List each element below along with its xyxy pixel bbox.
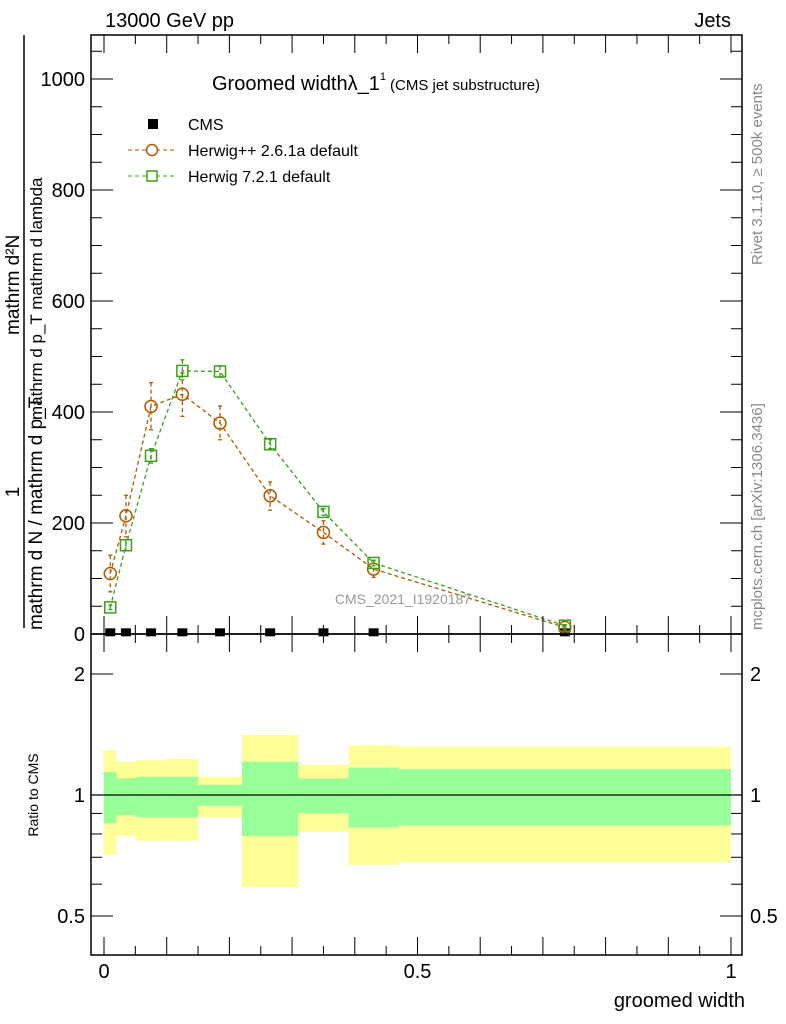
herwigpp-point	[119, 509, 133, 523]
ratio-y-tick-label-right: 0.5	[750, 906, 778, 928]
ratio-band-stat	[241, 761, 299, 837]
cms-data-point	[368, 628, 379, 637]
ratio-y-tick-label-right: 2	[750, 664, 761, 686]
herwig7-point	[213, 365, 227, 378]
y-tick-label: 800	[52, 180, 85, 202]
cms-data-point	[559, 628, 570, 637]
ylabel-den-bottom: mathrm d N / mathrm d p_T	[26, 396, 47, 630]
y-tick-label: 400	[52, 402, 85, 424]
legend-label-herwigpp: Herwig++ 2.6.1a default	[188, 143, 358, 160]
ratio-y-tick-label: 1	[74, 785, 85, 807]
ratio-band-stat	[104, 772, 117, 824]
herwig7-point	[119, 538, 133, 552]
legend-label-herwig7: Herwig 7.2.1 default	[188, 169, 331, 186]
cms-data-point	[177, 628, 188, 637]
cms-data-point	[214, 628, 225, 637]
x-tick-label: 0	[98, 961, 109, 983]
ylabel-num-top: mathrm d²N	[3, 235, 24, 335]
ratio-band-stat	[348, 767, 399, 828]
herwigpp-point	[213, 416, 227, 430]
header-right: Jets	[694, 10, 731, 32]
legend: CMS Herwig++ 2.6.1a default Herwig 7.2.1…	[128, 117, 358, 186]
ratio-y-tick-label: 2	[74, 664, 85, 686]
cms-data-point	[105, 628, 116, 637]
cms-data-point	[146, 628, 157, 637]
ratio-band-stat	[298, 778, 349, 814]
chart-title: Groomed widthλ_11 (CMS jet substructure)	[212, 71, 540, 95]
series-line-2	[109, 370, 566, 627]
header-left: 13000 GeV pp	[105, 10, 234, 32]
y-tick-label: 0	[74, 624, 85, 646]
herwigpp-point	[316, 525, 331, 540]
ratio-y-tick-label: 0.5	[57, 906, 85, 928]
legend-marker-herwig7	[146, 170, 158, 182]
herwigpp-point	[144, 399, 158, 414]
herwig7-point	[558, 619, 572, 632]
x-axis-label: groomed width	[614, 990, 745, 1012]
herwig7-point	[104, 601, 117, 614]
x-tick-label: 1	[725, 961, 736, 983]
mcplots-text: mcplots.cern.ch [arXiv:1306.3436]	[749, 403, 766, 630]
legend-label-cms: CMS	[188, 117, 224, 134]
herwig7-point	[263, 437, 277, 451]
ylabel-den-top: mathrm d p_T mathrm d lambda	[27, 177, 46, 420]
ratio-band-stat	[398, 769, 731, 826]
herwigpp-point	[175, 387, 190, 401]
ratio-band-stat	[166, 776, 199, 818]
analysis-watermark: CMS_2021_I1920187	[335, 591, 471, 607]
x-tick-label: 0.5	[404, 961, 432, 983]
ratio-y-tick-label-right: 1	[750, 785, 761, 807]
ratio-band-stat	[135, 776, 167, 818]
herwig7-point	[176, 364, 189, 378]
legend-marker-cms	[148, 119, 158, 129]
y-axis-label: mathrm d²N mathrm d N / mathrm d p_T mat…	[3, 35, 47, 630]
herwig7-point	[144, 449, 158, 463]
legend-marker-herwigpp	[145, 143, 159, 157]
herwigpp-point	[103, 566, 118, 581]
ratio-band-stat	[116, 778, 136, 816]
ratio-y-label: Ratio to CMS	[25, 753, 41, 836]
herwig7-point	[367, 556, 380, 570]
cms-data-point	[120, 628, 131, 637]
y-tick-label: 1000	[41, 69, 86, 91]
cms-data-point	[265, 628, 276, 637]
herwigpp-point	[263, 489, 277, 503]
y-tick-label: 600	[52, 291, 85, 313]
rivet-version-text: Rivet 3.1.10, ≥ 500k events	[749, 83, 766, 265]
y-tick-label: 200	[52, 513, 85, 535]
ylabel-num-bottom: 1	[3, 487, 24, 498]
herwig7-point	[317, 505, 330, 519]
